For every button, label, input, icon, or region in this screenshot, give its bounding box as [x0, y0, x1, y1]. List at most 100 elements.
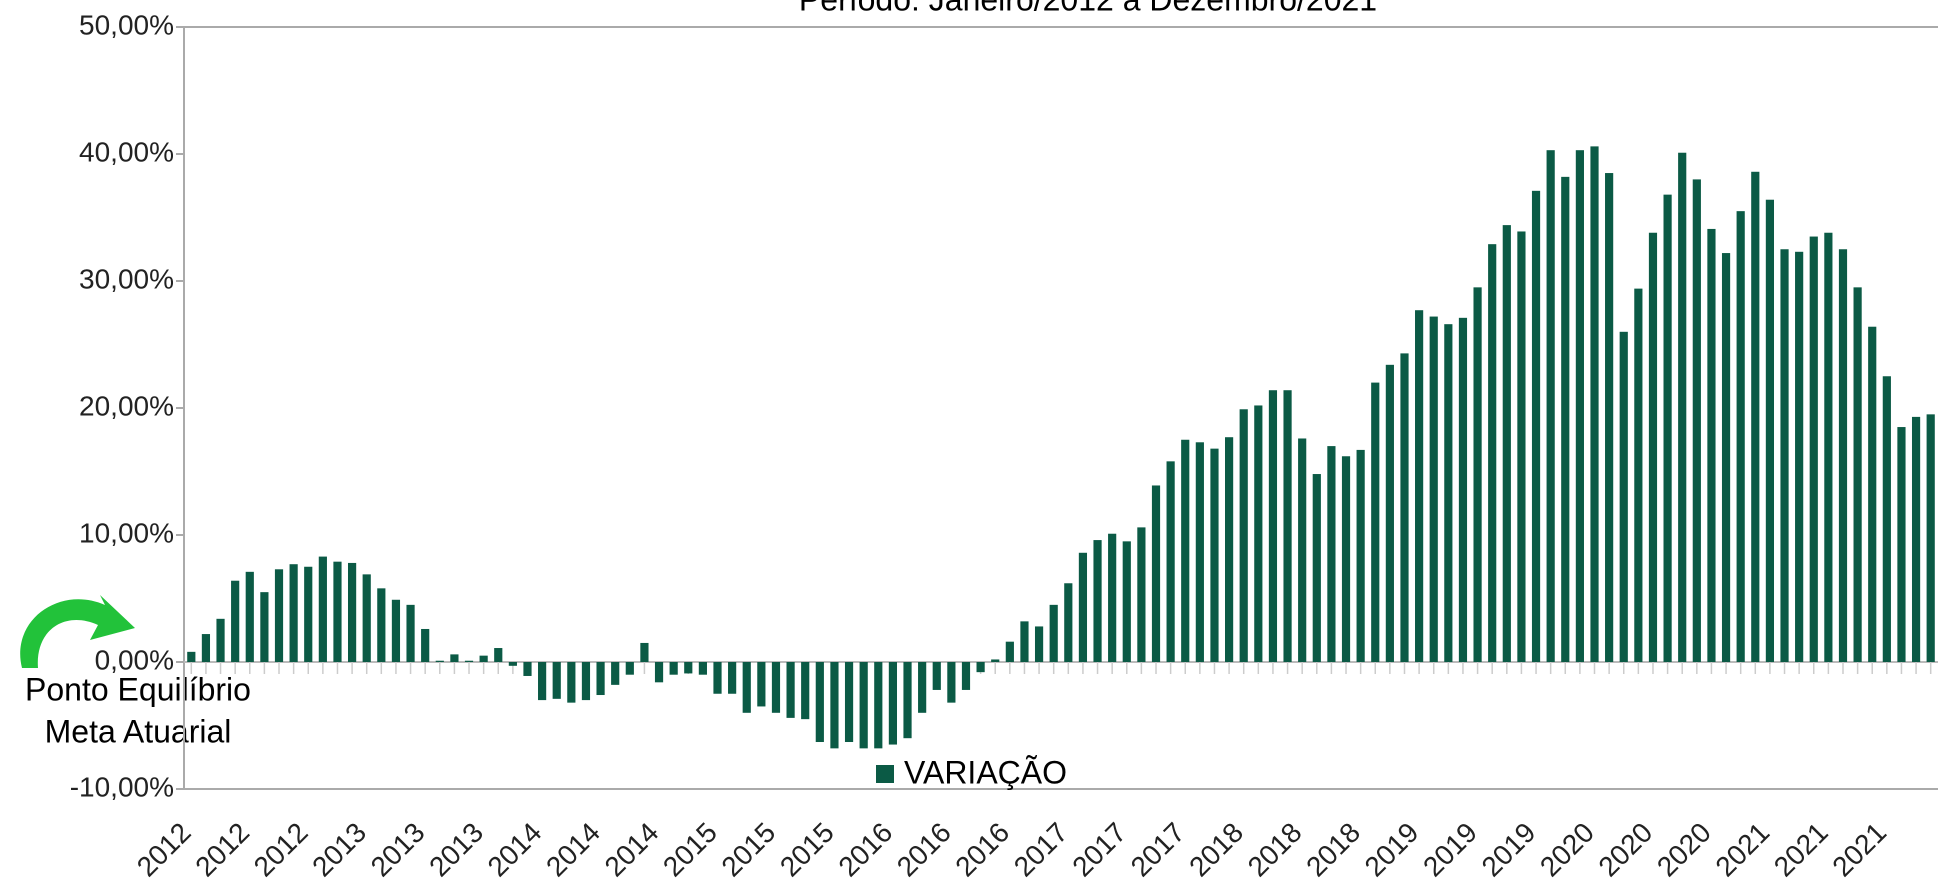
bar	[1122, 541, 1131, 662]
legend-label: VARIAÇÃO	[904, 754, 1067, 790]
bar	[567, 662, 576, 703]
bar	[1502, 225, 1511, 662]
x-tick-label: 2012	[189, 817, 255, 883]
bar	[815, 662, 824, 743]
x-tick-label: 2018	[1300, 817, 1366, 883]
bar	[1809, 236, 1818, 663]
bar	[1181, 439, 1190, 662]
x-tick-label: 2020	[1592, 817, 1658, 883]
bar	[1721, 253, 1731, 662]
bar	[435, 660, 444, 662]
bar	[830, 662, 839, 749]
bar	[1093, 540, 1102, 662]
bar	[961, 662, 971, 690]
bar	[918, 662, 927, 713]
y-tick-label: 20,00%	[79, 390, 174, 421]
bar	[786, 662, 795, 718]
bar	[1239, 409, 1248, 662]
bar	[947, 662, 956, 703]
annotation: Ponto Equilíbrio	[25, 671, 251, 707]
x-tick-label: 2020	[1651, 817, 1717, 883]
x-tick-label: 2012	[131, 817, 197, 883]
bar	[1429, 316, 1438, 662]
bar	[333, 561, 342, 662]
bar	[1166, 461, 1175, 662]
bar	[508, 662, 517, 666]
y-tick-label: 0,00%	[95, 644, 174, 675]
bar	[757, 662, 766, 707]
x-tick-label: 2020	[1534, 817, 1600, 883]
bar	[698, 662, 707, 675]
x-tick-label: 2013	[423, 817, 489, 883]
bar	[1064, 583, 1073, 662]
bar	[1663, 194, 1672, 662]
x-tick-label: 2015	[657, 817, 723, 883]
bar	[728, 662, 737, 694]
bar	[801, 662, 810, 720]
x-tick-label: 2017	[1125, 817, 1191, 883]
bar	[1254, 405, 1263, 662]
bar	[274, 569, 284, 662]
x-tick-label: 2016	[891, 817, 957, 883]
bar	[1926, 414, 1935, 662]
bar	[611, 662, 620, 685]
bar	[669, 662, 678, 675]
bar	[450, 654, 459, 662]
bar	[245, 571, 254, 662]
bar	[596, 662, 605, 696]
bar	[1517, 231, 1526, 662]
bar	[1751, 171, 1760, 662]
bar	[625, 662, 634, 675]
bar	[1371, 382, 1380, 662]
y-tick-label: 40,00%	[79, 136, 174, 167]
bar	[1268, 390, 1278, 662]
bar	[888, 662, 898, 745]
y-tick-label: 10,00%	[79, 517, 174, 548]
bar	[1458, 317, 1468, 662]
bar	[1312, 474, 1321, 662]
bar	[654, 662, 664, 683]
bar	[1824, 232, 1833, 663]
bar	[1882, 376, 1891, 662]
x-tick-label: 2019	[1417, 817, 1483, 883]
bar	[1078, 552, 1088, 662]
bar	[1605, 173, 1614, 663]
y-tick-label: 50,00%	[79, 9, 174, 40]
bar	[640, 642, 649, 662]
bar	[377, 588, 386, 662]
bar	[1137, 527, 1146, 662]
bar	[1795, 251, 1804, 663]
bar	[362, 574, 371, 662]
y-tick-label: 30,00%	[79, 263, 174, 294]
bar	[1356, 449, 1365, 662]
bar	[1678, 152, 1687, 663]
bar	[260, 592, 269, 662]
bar	[406, 604, 415, 662]
legend-swatch	[876, 765, 894, 783]
annotation: Meta Atuarial	[45, 713, 232, 749]
bar	[1897, 427, 1906, 662]
bar	[494, 648, 503, 662]
bar	[976, 662, 985, 673]
bar	[1707, 228, 1716, 662]
bar	[1034, 626, 1044, 662]
bar	[1692, 179, 1701, 662]
bar	[1531, 190, 1541, 662]
bar	[1049, 604, 1058, 662]
chart-subtitle: Período: Janeiro/2012 a Dezembro/2021	[799, 0, 1377, 17]
x-tick-label: 2016	[832, 817, 898, 883]
x-tick-label: 2015	[774, 817, 840, 883]
bar	[1210, 448, 1219, 662]
x-tick-label: 2014	[482, 817, 548, 883]
x-tick-label: 2013	[365, 817, 431, 883]
x-tick-label: 2017	[1066, 817, 1132, 883]
bar	[1400, 353, 1409, 662]
bar	[201, 634, 211, 662]
bar	[1911, 416, 1921, 662]
x-tick-label: 2013	[306, 817, 372, 883]
bar	[581, 662, 591, 701]
bar	[464, 660, 474, 662]
bar	[1561, 176, 1570, 663]
x-tick-label: 2017	[1008, 817, 1074, 883]
bar	[1385, 364, 1394, 662]
